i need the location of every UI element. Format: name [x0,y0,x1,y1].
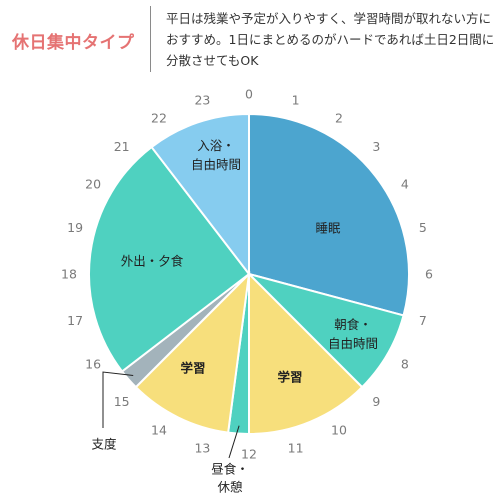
hour-tick-label: 4 [401,177,409,192]
pie-slice [248,112,411,317]
hour-tick-label: 12 [241,447,257,462]
segment-label: 支度 [91,437,117,452]
segment-label: 睡眠 [315,221,341,236]
pie-slice [134,271,251,434]
segment-label: 自由時間 [191,157,241,172]
header-divider [150,6,151,72]
segment-label: 学習 [180,361,205,376]
hour-tick-label: 17 [67,313,83,328]
hour-tick-label: 18 [61,267,77,282]
hour-tick-label: 0 [245,87,253,102]
leader-line [228,425,240,459]
hour-tick-label: 7 [419,313,427,328]
segment-label: 入浴・ [197,138,235,153]
description-line: 分散させてもOK [166,53,259,68]
hour-tick-label: 23 [194,93,210,108]
segment-label: 朝食・ [334,317,372,332]
hour-tick-label: 8 [401,357,409,372]
segment-label: 自由時間 [328,336,378,351]
pie-slice [150,112,250,277]
hour-tick-label: 11 [288,440,304,455]
description-line: おすすめ。1日にまとめるのがハードであれば土日2日間に [166,32,495,47]
hour-tick-label: 21 [114,139,130,154]
segment-label: 学習 [277,370,302,385]
hour-tick-label: 16 [85,357,101,372]
header-description: 平日は残業や予定が入りやすく、学習時間が取れない方に おすすめ。1日にまとめるの… [166,8,496,71]
leader-line [102,371,134,428]
hour-tick-label: 10 [331,422,347,437]
hour-tick-label: 5 [419,220,427,235]
pie-slice [87,145,251,373]
hour-tick-label: 22 [151,111,167,126]
hour-tick-label: 9 [372,394,380,409]
hour-tick-label: 15 [114,394,130,409]
hour-tick-label: 6 [425,267,433,282]
hour-tick-label: 2 [335,111,343,126]
hour-tick-label: 3 [372,139,380,154]
segment-label: 外出・夕食 [121,254,184,269]
description-line: 平日は残業や予定が入りやすく、学習時間が取れない方に [166,11,492,26]
page-title: 休日集中タイプ [12,33,135,53]
segment-label: 昼食・ [211,462,249,477]
hour-tick-label: 20 [85,177,101,192]
hour-tick-label: 13 [194,440,210,455]
hour-tick-label: 19 [67,220,83,235]
hour-tick-label: 14 [151,422,167,437]
segment-label: 休憩 [217,480,243,495]
pie-slice [248,271,364,436]
hour-tick-label: 1 [292,93,300,108]
